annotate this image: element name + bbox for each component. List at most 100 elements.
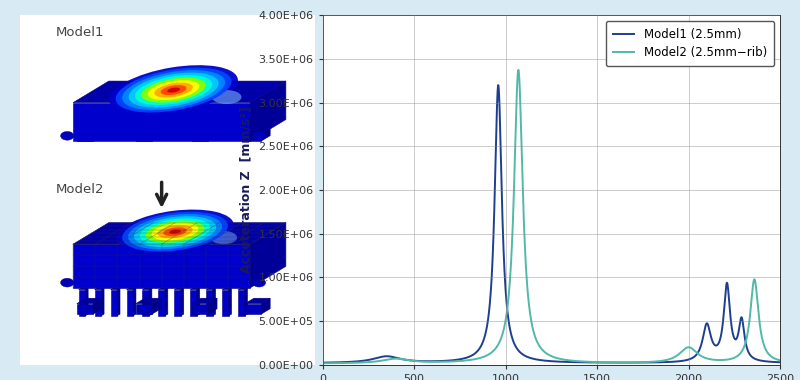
Ellipse shape: [116, 209, 234, 254]
Ellipse shape: [161, 85, 186, 95]
Model2 (2.5mm−rib): [318, 361, 327, 366]
Polygon shape: [174, 288, 184, 290]
Polygon shape: [77, 298, 102, 304]
Ellipse shape: [122, 70, 225, 110]
Polygon shape: [158, 288, 168, 290]
Model1 (2.5mm): [341, 360, 350, 364]
Polygon shape: [158, 290, 165, 316]
Model1 (2.5mm): [682, 358, 691, 363]
Polygon shape: [126, 288, 136, 290]
Polygon shape: [245, 304, 262, 314]
Line: Model2 (2.5mm−rib): Model2 (2.5mm−rib): [322, 70, 780, 363]
Ellipse shape: [134, 216, 216, 247]
Polygon shape: [152, 298, 161, 314]
Model2 (2.5mm−rib): [657, 359, 666, 363]
Ellipse shape: [154, 82, 193, 98]
Model1 (2.5mm): [494, 83, 503, 87]
Ellipse shape: [210, 231, 237, 244]
Polygon shape: [93, 124, 102, 141]
Polygon shape: [208, 124, 217, 141]
Polygon shape: [262, 124, 270, 141]
Y-axis label: Acceteration Z  [mm/s²]: Acceteration Z [mm/s²]: [240, 107, 253, 273]
Polygon shape: [77, 124, 102, 129]
Model2 (2.5mm−rib): [682, 346, 691, 350]
Ellipse shape: [252, 278, 266, 287]
Text: Model2: Model2: [55, 184, 104, 196]
Polygon shape: [181, 288, 184, 316]
Polygon shape: [77, 129, 93, 141]
Ellipse shape: [61, 278, 74, 287]
Polygon shape: [208, 298, 217, 314]
Polygon shape: [250, 81, 286, 141]
Polygon shape: [93, 298, 102, 314]
Ellipse shape: [163, 227, 187, 236]
Polygon shape: [136, 124, 161, 129]
Polygon shape: [73, 223, 286, 244]
Ellipse shape: [61, 131, 74, 140]
Polygon shape: [142, 288, 152, 290]
Polygon shape: [136, 298, 161, 304]
Polygon shape: [229, 288, 231, 316]
Polygon shape: [197, 288, 200, 316]
Model2 (2.5mm−rib): [341, 361, 350, 365]
Polygon shape: [133, 288, 136, 316]
Ellipse shape: [167, 88, 180, 93]
Polygon shape: [245, 298, 270, 304]
Model2 (2.5mm−rib): [514, 68, 523, 72]
Ellipse shape: [151, 223, 198, 241]
Ellipse shape: [116, 68, 231, 112]
Model2 (2.5mm−rib): [589, 360, 598, 364]
Polygon shape: [192, 298, 217, 304]
Ellipse shape: [212, 90, 242, 104]
Polygon shape: [250, 223, 286, 288]
Ellipse shape: [169, 230, 181, 234]
Polygon shape: [206, 288, 216, 290]
Model1 (2.5mm): [657, 360, 666, 364]
Polygon shape: [101, 288, 104, 316]
Polygon shape: [152, 124, 161, 141]
Polygon shape: [73, 81, 286, 103]
Polygon shape: [222, 290, 229, 316]
Polygon shape: [190, 288, 200, 290]
Model2 (2.5mm−rib): [609, 360, 618, 365]
Text: Model1: Model1: [55, 26, 104, 39]
Ellipse shape: [128, 214, 222, 249]
Polygon shape: [78, 288, 88, 290]
Polygon shape: [245, 129, 262, 141]
Model2 (2.5mm−rib): [483, 352, 493, 357]
Ellipse shape: [129, 73, 218, 108]
Polygon shape: [165, 288, 168, 316]
Polygon shape: [245, 124, 270, 129]
Polygon shape: [126, 290, 133, 316]
Model1 (2.5mm): [589, 360, 598, 365]
Polygon shape: [142, 290, 149, 316]
Polygon shape: [73, 244, 250, 288]
Model1 (2.5mm): [318, 360, 327, 365]
Model1 (2.5mm): [483, 316, 493, 321]
Polygon shape: [110, 290, 117, 316]
Ellipse shape: [142, 78, 206, 103]
Legend: Model1 (2.5mm), Model2 (2.5mm−rib): Model1 (2.5mm), Model2 (2.5mm−rib): [606, 21, 774, 66]
Polygon shape: [192, 304, 208, 314]
Polygon shape: [174, 290, 181, 316]
Ellipse shape: [158, 225, 193, 238]
Polygon shape: [206, 290, 213, 316]
Ellipse shape: [252, 131, 266, 140]
Polygon shape: [213, 288, 216, 316]
Polygon shape: [110, 288, 120, 290]
Ellipse shape: [110, 65, 238, 115]
Polygon shape: [222, 288, 231, 290]
Polygon shape: [262, 298, 270, 314]
Polygon shape: [238, 290, 245, 316]
Polygon shape: [192, 124, 217, 129]
Model1 (2.5mm): [609, 360, 618, 365]
Ellipse shape: [140, 218, 210, 245]
Polygon shape: [117, 288, 120, 316]
Model1 (2.5mm): [775, 360, 785, 364]
Polygon shape: [78, 290, 86, 316]
Polygon shape: [245, 288, 247, 316]
Polygon shape: [73, 103, 250, 141]
Polygon shape: [86, 288, 88, 316]
Line: Model1 (2.5mm): Model1 (2.5mm): [322, 85, 780, 363]
Ellipse shape: [146, 221, 205, 243]
